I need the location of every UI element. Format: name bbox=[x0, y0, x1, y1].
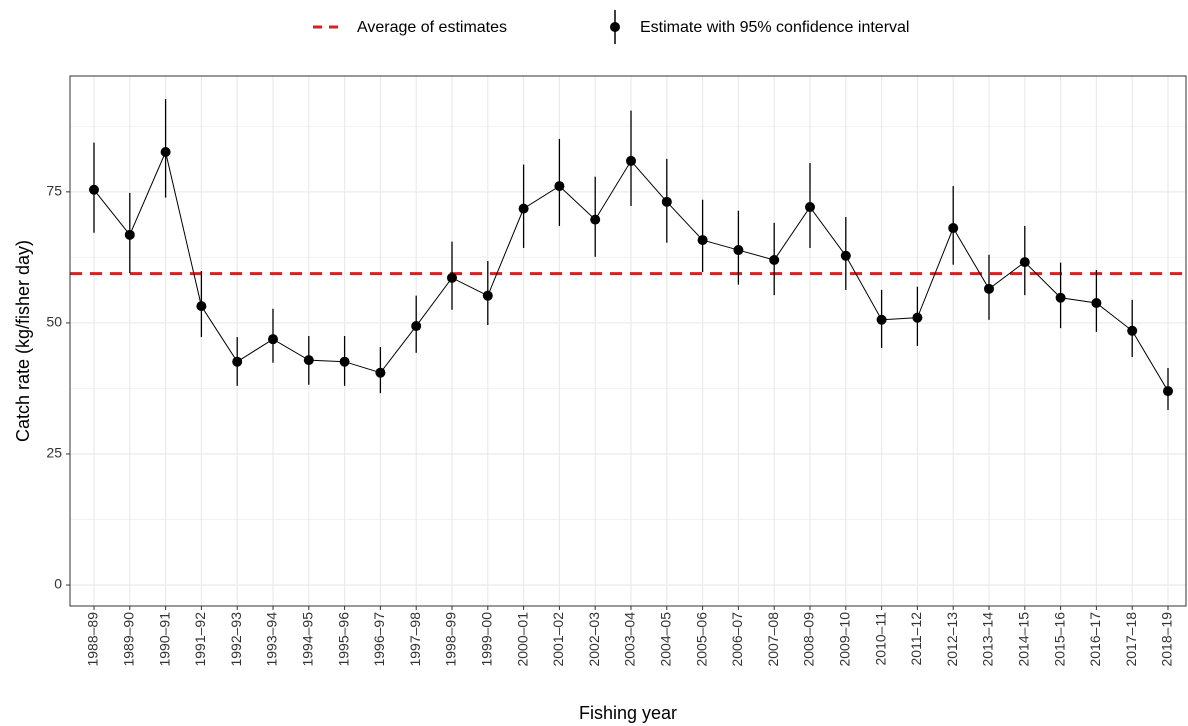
y-tick-label: 25 bbox=[46, 445, 62, 461]
x-tick-label: 1996–97 bbox=[371, 612, 387, 667]
point bbox=[1127, 325, 1138, 336]
point bbox=[160, 147, 171, 158]
x-tick-label: 2005–06 bbox=[693, 612, 709, 667]
point bbox=[339, 356, 350, 367]
x-axis-title: Fishing year bbox=[579, 703, 677, 723]
point bbox=[1019, 257, 1030, 268]
point bbox=[984, 283, 994, 294]
point bbox=[482, 290, 493, 301]
x-tick-label: 2000–01 bbox=[514, 612, 530, 667]
x-tick-label: 2011–12 bbox=[908, 612, 924, 666]
point bbox=[303, 355, 314, 366]
point bbox=[805, 202, 815, 213]
point bbox=[447, 272, 457, 283]
point bbox=[948, 223, 959, 234]
point bbox=[876, 314, 887, 325]
point bbox=[518, 203, 529, 214]
point bbox=[196, 301, 207, 312]
x-tick-label: 1995–96 bbox=[335, 612, 351, 667]
y-tick-label: 50 bbox=[46, 314, 62, 330]
legend-label: Estimate with 95% confidence interval bbox=[640, 19, 909, 36]
point bbox=[375, 367, 386, 378]
x-tick-label: 2014–15 bbox=[1016, 612, 1032, 667]
x-tick-label: 1989–90 bbox=[121, 612, 137, 667]
point bbox=[1091, 297, 1102, 308]
point bbox=[590, 214, 601, 225]
x-tick-label: 2016–17 bbox=[1087, 612, 1103, 667]
x-tick-label: 2012–13 bbox=[944, 612, 960, 667]
point bbox=[697, 235, 708, 246]
x-tick-label: 1993–94 bbox=[264, 612, 280, 667]
point bbox=[626, 155, 636, 166]
y-axis-title: Catch rate (kg/fisher day) bbox=[13, 240, 33, 442]
plot-border bbox=[69, 75, 1187, 607]
x-tick-label: 1998–99 bbox=[443, 612, 459, 667]
x-tick-label: 2007–08 bbox=[765, 612, 781, 667]
x-tick-label: 2013–14 bbox=[980, 612, 996, 667]
x-tick-label: 2009–10 bbox=[837, 612, 853, 667]
y-tick-label: 75 bbox=[46, 183, 62, 199]
point bbox=[1055, 292, 1066, 303]
x-tick-label: 2001–02 bbox=[550, 612, 566, 667]
x-tick-label: 1988–89 bbox=[85, 612, 101, 667]
point bbox=[840, 250, 851, 261]
point bbox=[912, 312, 923, 323]
x-tick-label: 2008–09 bbox=[801, 612, 817, 667]
y-tick-label: 0 bbox=[54, 576, 62, 592]
x-tick-label: 2004–05 bbox=[658, 612, 674, 667]
x-tick-label: 1994–95 bbox=[300, 612, 316, 667]
x-tick-label: 2015–16 bbox=[1051, 612, 1067, 667]
x-tick-label: 2010–11 bbox=[872, 612, 888, 666]
x-tick-label: 2003–04 bbox=[622, 612, 638, 667]
point bbox=[1163, 386, 1173, 397]
point bbox=[554, 181, 565, 192]
legend-label: Average of estimates bbox=[357, 19, 507, 36]
point bbox=[124, 229, 135, 240]
x-tick-label: 1999–00 bbox=[479, 612, 495, 667]
legend-point bbox=[610, 22, 620, 32]
point bbox=[661, 196, 672, 207]
x-tick-label: 2018–19 bbox=[1159, 612, 1175, 667]
point bbox=[769, 255, 780, 266]
point bbox=[733, 245, 744, 256]
x-tick-label: 2002–03 bbox=[586, 612, 602, 667]
x-tick-label: 1992–93 bbox=[228, 612, 244, 667]
x-tick-label: 2006–07 bbox=[729, 612, 745, 667]
x-tick-label: 1991–92 bbox=[192, 612, 208, 667]
point bbox=[232, 356, 243, 367]
point bbox=[268, 334, 278, 345]
x-tick-label: 1990–91 bbox=[156, 612, 172, 667]
point bbox=[89, 184, 99, 195]
x-tick-label: 2017–18 bbox=[1123, 612, 1139, 667]
x-tick-label: 1997–98 bbox=[407, 612, 423, 667]
point bbox=[411, 321, 422, 332]
